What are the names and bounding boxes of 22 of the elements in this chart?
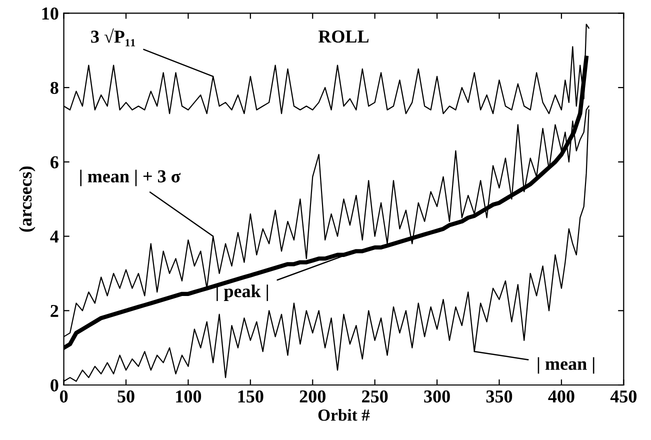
y-tick-label: 6 bbox=[50, 156, 58, 168]
x-tick-label: 0 bbox=[60, 390, 68, 403]
x-tick-label: 400 bbox=[548, 390, 574, 403]
y-tick-label: 4 bbox=[50, 230, 59, 243]
annotation: 3 √P₁₁ bbox=[91, 28, 136, 46]
y-axis-title: (arcsecs) bbox=[18, 166, 36, 232]
x-tick-label: 50 bbox=[118, 390, 134, 403]
x-tick-label: 450 bbox=[610, 390, 637, 403]
x-tick-label: 350 bbox=[486, 390, 512, 403]
annotation: | mean | bbox=[538, 357, 594, 374]
x-tick-label: 150 bbox=[238, 390, 264, 403]
y-tick-label: 0 bbox=[50, 379, 58, 392]
x-tick-label: 250 bbox=[362, 390, 388, 403]
y-tick-label: 2 bbox=[50, 304, 58, 317]
x-axis-title: Orbit # bbox=[318, 409, 370, 421]
y-tick-label: 8 bbox=[50, 82, 58, 94]
x-tick-label: 100 bbox=[176, 390, 202, 403]
y-tick-label: 10 bbox=[42, 7, 58, 20]
text: ROLL bbox=[318, 30, 369, 43]
x-tick-label: 300 bbox=[424, 390, 450, 403]
annotation: | mean | + 3 σ bbox=[80, 170, 181, 186]
x-tick-label: 200 bbox=[300, 390, 326, 403]
